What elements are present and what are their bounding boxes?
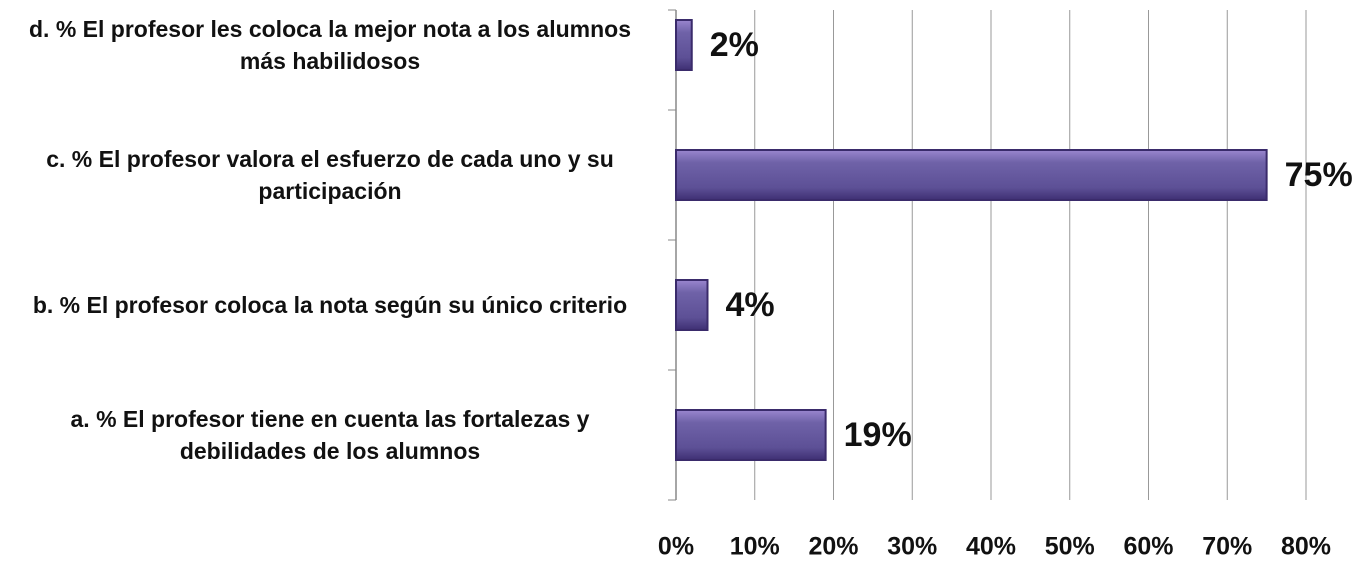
y-tick-label: a. % El profesor tiene en cuenta las for… [70,406,590,464]
x-tick-label: 70% [1202,533,1252,561]
x-tick-label: 50% [1045,533,1095,561]
value-label: 19% [844,416,912,454]
bar [675,279,709,331]
y-tick-label: d. % El profesor les coloca la mejor not… [29,16,631,74]
bar [675,19,693,71]
x-tick-label: 30% [887,533,937,561]
x-tick-label: 20% [808,533,858,561]
x-tick-label: 0% [658,533,694,561]
bar [675,409,827,461]
x-tick-label: 60% [1123,533,1173,561]
y-tick-label: c. % El profesor valora el esfuerzo de c… [46,146,614,204]
value-label: 4% [726,286,775,324]
x-tick-label: 80% [1281,533,1331,561]
y-tick-label: b. % El profesor coloca la nota según su… [32,292,628,318]
value-label: 2% [710,26,759,64]
bar [675,149,1268,201]
x-tick-label: 40% [966,533,1016,561]
x-tick-label: 10% [730,533,780,561]
value-label: 75% [1285,156,1353,194]
